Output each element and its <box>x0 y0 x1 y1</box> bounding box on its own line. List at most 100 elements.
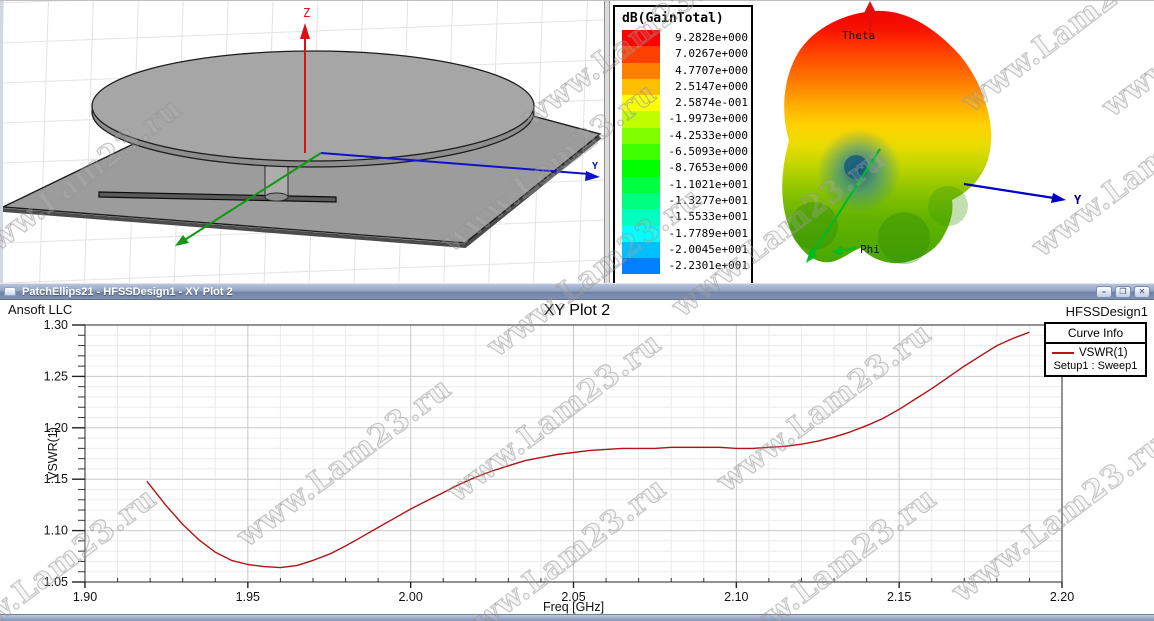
phi-arrowhead <box>806 247 817 263</box>
pattern-y-axis <box>963 182 1055 200</box>
x-axis-arrowhead <box>175 235 189 246</box>
x-tick-label: 2.00 <box>398 590 422 604</box>
gain-legend-entry: -1.3277e+001 <box>615 192 751 210</box>
y-axis-title: VSWR(1) <box>46 427 60 480</box>
company-label: Ansoft LLC <box>8 302 73 317</box>
gain-value: -1.7789e+001 <box>668 226 748 240</box>
color-swatch <box>622 192 660 210</box>
pattern-lobe-shade <box>878 212 930 264</box>
x-tick-label: 2.20 <box>1050 590 1074 604</box>
gain-legend-panel: dB(GainTotal) 9.2828e+000 7.0267e+000 4.77… <box>610 1 756 283</box>
y-tick-label: 1.15 <box>44 472 68 486</box>
gain-legend-title: dB(GainTotal) <box>622 11 724 26</box>
pattern-lobe-shade <box>928 186 968 226</box>
gain-value: -4.2533e+000 <box>668 128 748 142</box>
y-tick-label: 1.20 <box>44 421 68 435</box>
gain-value: 4.7707e+000 <box>675 63 748 77</box>
color-swatch <box>622 225 660 242</box>
elliptical-patch[interactable] <box>91 50 535 162</box>
window-bottom-border <box>0 614 1154 621</box>
z-axis-label: Z <box>303 6 310 20</box>
theta-arrowhead <box>864 1 876 13</box>
curve-info-legend[interactable]: Curve Info VSWR(1) Setup1 : Sweep1 <box>1044 322 1147 377</box>
y-axis <box>320 152 590 175</box>
color-swatch <box>622 95 660 112</box>
pattern-y-arrowhead <box>1051 193 1066 203</box>
gain-legend-scale: 9.2828e+000 7.0267e+000 4.7707e+000 2.5147e… <box>615 30 751 275</box>
gain-legend-entry: 9.2828e+000 <box>615 30 751 47</box>
y-axis-arrowhead <box>585 171 600 181</box>
gain-legend-entry: -1.1021e+001 <box>615 176 751 193</box>
gain-legend-entry: 7.0267e+000 <box>615 46 751 63</box>
color-swatch <box>622 111 660 128</box>
sweep-label: Setup1 : Sweep1 <box>1053 360 1138 372</box>
color-swatch <box>622 78 660 96</box>
vswr-curve-name: VSWR(1) <box>1079 347 1128 359</box>
curve-legend-row: VSWR(1) <box>1046 344 1145 360</box>
color-swatch <box>622 30 660 47</box>
gain-legend-entry: -4.2533e+000 <box>615 127 751 145</box>
gain-legend-entry: -1.9973e+000 <box>615 111 751 128</box>
y-tick-label: 1.10 <box>44 524 68 538</box>
gain-legend-entry: -2.0045e+001 <box>615 241 751 259</box>
vswr-curve[interactable] <box>146 331 1030 569</box>
color-swatch <box>622 160 660 177</box>
window-controls: – ❐ ✕ <box>1096 285 1150 298</box>
color-swatch <box>622 241 660 259</box>
modeler-3d-view[interactable]: Z Y <box>0 1 604 283</box>
gain-value: -2.2301e+001 <box>668 259 748 273</box>
gain-value: -2.0045e+001 <box>668 242 748 256</box>
gain-value: -1.3277e+001 <box>668 193 748 207</box>
patch-antenna-model: Z Y <box>3 6 602 249</box>
gain-legend-entry: -2.2301e+001 <box>615 258 751 275</box>
radiation-pattern-plot: Theta Phi Y <box>782 1 1082 264</box>
vswr-curve-swatch <box>1052 352 1074 354</box>
x-tick-label: 2.05 <box>561 590 585 604</box>
design-label: HFSSDesign1 <box>1065 304 1148 319</box>
gain-value: 2.5874e-001 <box>675 96 748 110</box>
gain-legend-entry: 2.5147e+000 <box>615 78 751 96</box>
gain-legend-box[interactable]: dB(GainTotal) 9.2828e+000 7.0267e+000 4.77… <box>613 5 753 283</box>
coax-pin-base <box>264 192 289 202</box>
color-swatch <box>622 46 660 63</box>
color-swatch <box>622 127 660 145</box>
color-swatch <box>622 144 660 161</box>
ground-plane-edge <box>3 135 602 249</box>
xy-plot-region: Ansoft LLC XY Plot 2 HFSSDesign1 1.90 1.9… <box>0 300 1154 614</box>
close-button[interactable]: ✕ <box>1134 285 1150 298</box>
x-tick-label: 2.15 <box>887 590 911 604</box>
pattern-y-label: Y <box>1074 193 1082 207</box>
phi-axis <box>811 148 881 256</box>
phi-tick-arrowhead <box>832 246 842 256</box>
z-axis-arrowhead <box>300 23 310 39</box>
gain-value: 7.0267e+000 <box>675 47 748 61</box>
gain-legend-entry: 4.7707e+000 <box>615 62 751 79</box>
gain-legend-entry: 2.5874e-001 <box>615 95 751 112</box>
gain-value: 9.2828e+000 <box>675 31 748 44</box>
gain-value: -1.5533e+001 <box>668 210 748 224</box>
gain-value: -1.1021e+001 <box>668 177 748 191</box>
x-tick-label: 1.90 <box>73 590 97 604</box>
color-swatch <box>622 62 660 79</box>
xy-plot-canvas[interactable]: 1.90 1.95 2.00 2.05 2.10 2.15 2.20 1.30 1.25 1.20… <box>0 300 1154 614</box>
gain-value: 2.5147e+000 <box>675 79 748 93</box>
window-title: PatchEllips21 - HFSSDesign1 - XY Plot 2 <box>22 285 233 298</box>
x-tick-label: 2.10 <box>724 590 748 604</box>
pattern-null-core <box>844 155 868 179</box>
y-tick-label: 1.30 <box>44 318 68 332</box>
y-tick-label: 1.05 <box>44 575 68 589</box>
minimize-button[interactable]: – <box>1096 285 1112 298</box>
y-tick-label: 1.25 <box>44 369 68 383</box>
restore-button[interactable]: ❐ <box>1115 285 1131 298</box>
panel-divider[interactable] <box>604 1 610 283</box>
radiation-pattern-view[interactable]: Theta Phi Y <box>756 1 1154 283</box>
x-axis <box>182 152 322 242</box>
xy-plot-titlebar[interactable]: PatchEllips21 - HFSSDesign1 - XY Plot 2 … <box>0 283 1154 300</box>
phi-label: Phi <box>860 243 880 256</box>
gain-value: -8.7653e+000 <box>668 161 748 175</box>
color-swatch <box>622 176 660 193</box>
color-swatch <box>622 209 660 226</box>
gain-legend-entry: -1.5533e+001 <box>615 209 751 226</box>
gain-value: -1.9973e+000 <box>668 112 748 126</box>
